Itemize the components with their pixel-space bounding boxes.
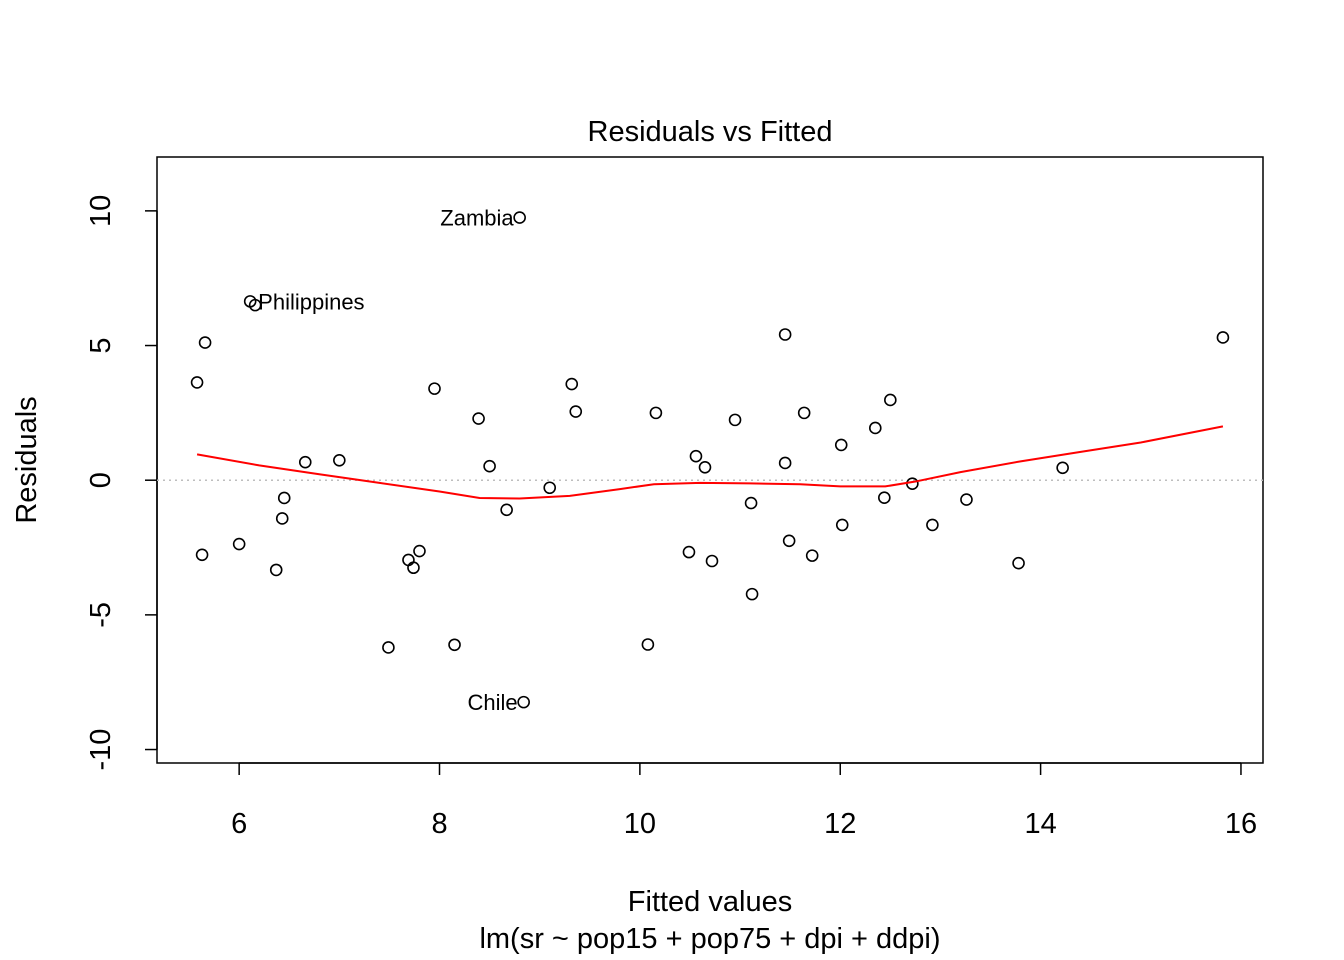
data-point xyxy=(513,211,526,224)
data-point xyxy=(569,405,583,418)
data-point xyxy=(407,561,420,575)
data-point xyxy=(1056,461,1069,475)
data-point xyxy=(805,549,819,562)
data-point xyxy=(275,512,289,525)
data-point xyxy=(744,496,758,510)
data-point xyxy=(745,587,759,601)
data-point xyxy=(517,695,530,709)
data-point xyxy=(649,406,663,420)
data-point xyxy=(448,638,461,652)
data-point xyxy=(868,421,882,435)
data-point xyxy=(1216,331,1230,344)
y-tick-label: -10 xyxy=(85,729,117,771)
data-point xyxy=(797,406,811,420)
outlier-label: Zambia xyxy=(440,206,514,231)
x-tick-label: 14 xyxy=(1024,808,1056,840)
y-tick-label: 0 xyxy=(85,472,117,488)
data-point xyxy=(834,438,848,452)
x-tick-label: 12 xyxy=(824,808,856,840)
plot-frame xyxy=(156,156,1264,764)
data-point xyxy=(689,449,703,463)
points-layer xyxy=(190,211,1230,709)
data-point xyxy=(298,455,312,469)
data-point xyxy=(472,412,485,425)
x-axis-subtitle: lm(sr ~ pop15 + pop75 + dpi + ddpi) xyxy=(479,923,940,955)
data-point xyxy=(248,298,262,312)
data-point xyxy=(728,413,742,427)
data-point xyxy=(1012,556,1025,570)
outlier-label: Philippines xyxy=(258,289,364,314)
smooth-layer xyxy=(196,425,1224,500)
y-tick-label: 10 xyxy=(85,195,117,227)
data-point xyxy=(402,553,415,567)
data-point xyxy=(428,382,441,395)
data-point xyxy=(698,460,712,474)
data-point xyxy=(878,491,891,505)
data-point xyxy=(782,534,796,548)
data-point xyxy=(232,537,246,551)
data-point xyxy=(705,554,719,568)
data-point xyxy=(906,477,919,491)
data-point xyxy=(269,563,283,577)
data-point xyxy=(333,453,346,467)
x-axis: 6 8 10 12 14 16 xyxy=(231,762,1257,840)
x-axis-label: Fitted values xyxy=(628,886,792,918)
data-point xyxy=(195,548,209,562)
y-tick-label: 5 xyxy=(85,337,117,353)
data-point xyxy=(198,336,212,349)
data-point xyxy=(682,545,696,559)
x-tick-label: 8 xyxy=(431,808,447,840)
data-point xyxy=(641,638,655,651)
data-point xyxy=(190,376,204,389)
data-point xyxy=(778,328,792,341)
chart-title: Residuals vs Fitted xyxy=(588,116,833,148)
data-point xyxy=(884,393,897,407)
labels-layer: Zambia Philippines Chile xyxy=(258,206,517,716)
data-point xyxy=(926,518,939,532)
y-axis: -10 -5 0 5 10 xyxy=(85,195,158,771)
data-point xyxy=(413,544,426,558)
x-tick-label: 10 xyxy=(624,808,656,840)
data-point xyxy=(483,459,496,473)
data-point xyxy=(543,481,557,495)
data-point xyxy=(778,456,792,470)
outlier-label: Chile xyxy=(468,690,518,715)
data-point xyxy=(565,377,579,391)
y-axis-label: Residuals xyxy=(11,396,43,523)
data-point xyxy=(960,493,973,506)
data-point xyxy=(500,503,513,517)
data-point xyxy=(277,491,291,505)
data-point xyxy=(835,518,849,532)
smooth-line xyxy=(196,425,1224,500)
data-point xyxy=(382,641,395,654)
x-tick-label: 6 xyxy=(231,808,247,840)
y-tick-label: -5 xyxy=(85,602,117,628)
x-tick-label: 16 xyxy=(1225,808,1257,840)
